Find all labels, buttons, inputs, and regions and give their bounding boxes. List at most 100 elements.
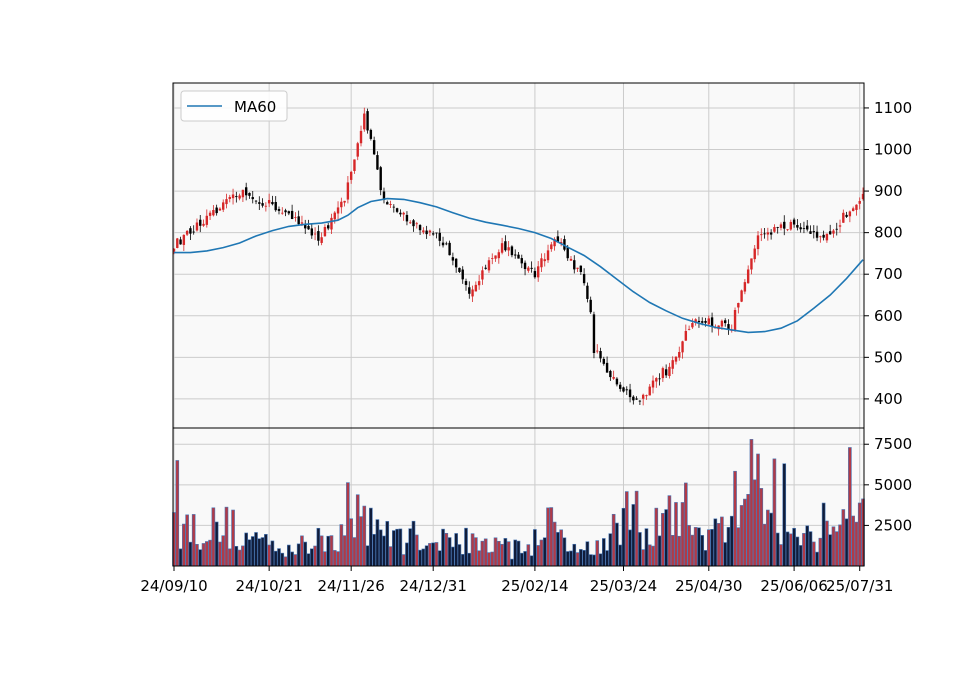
volume-bar	[766, 509, 770, 567]
volume-bar	[779, 544, 783, 567]
volume-bar	[309, 548, 314, 567]
candle-body	[691, 323, 694, 328]
candle-body	[789, 221, 793, 230]
volume-bar	[529, 555, 534, 567]
candle-body	[802, 228, 806, 229]
legend-box	[180, 90, 288, 122]
candle-body	[707, 318, 710, 325]
candle-body	[409, 222, 412, 224]
volume-bar	[851, 515, 855, 567]
volume-bar	[697, 527, 701, 567]
volume-bar	[175, 460, 180, 567]
volume-bar	[805, 525, 810, 567]
volume-bar	[644, 528, 649, 567]
price-tick-label: 700	[874, 265, 903, 283]
candle-body	[356, 143, 359, 157]
volume-bar	[802, 533, 806, 567]
volume-bar	[490, 551, 495, 567]
candle-body	[218, 208, 222, 211]
volume-bar	[483, 538, 488, 567]
candle-body	[500, 243, 504, 253]
candle-body	[504, 241, 507, 251]
candle-body	[766, 232, 770, 235]
volume-bar	[723, 542, 728, 567]
volume-bar	[674, 502, 678, 567]
candle-body	[346, 182, 350, 200]
volume-bar	[710, 529, 714, 567]
volume-bar	[323, 551, 327, 567]
volume-bar	[385, 521, 390, 567]
candle-body	[431, 233, 435, 235]
volume-bar	[854, 521, 859, 567]
candle-body	[550, 244, 553, 250]
volume-bar	[602, 538, 606, 567]
volume-bar	[782, 463, 787, 567]
candle-body	[786, 229, 789, 231]
volume-bar	[339, 524, 344, 567]
candle-body	[359, 130, 363, 144]
volume-bar	[595, 540, 600, 567]
volume-axis: 2500 5000 7500	[864, 435, 912, 534]
candle-body	[415, 223, 418, 225]
candle-body	[848, 211, 852, 217]
candle-body	[625, 389, 628, 391]
date-tick-label: 25/03/24	[590, 577, 657, 595]
candle-body	[294, 217, 297, 218]
volume-bar	[585, 541, 590, 567]
candle-body	[464, 281, 468, 285]
volume-bar	[621, 507, 626, 567]
candle-body	[510, 246, 514, 256]
volume-bar	[283, 556, 288, 567]
volume-bar	[437, 550, 442, 567]
volume-bar	[634, 490, 639, 567]
date-tick-label: 24/11/26	[317, 577, 384, 595]
price-axis: 400 500 600 700 800 900 1000 1100	[864, 99, 912, 408]
candle-body	[851, 208, 855, 212]
candle-body	[773, 227, 776, 232]
volume-bar	[264, 534, 268, 567]
candle-body	[543, 259, 546, 262]
candle-body	[389, 204, 392, 205]
volume-bar	[300, 535, 304, 567]
volume-bar	[546, 507, 550, 567]
candle-body	[619, 384, 622, 389]
volume-bar	[237, 549, 242, 567]
volume-bar	[720, 516, 724, 567]
volume-bar	[811, 541, 816, 567]
volume-bar	[618, 544, 623, 567]
candle-body	[244, 187, 248, 196]
volume-bar	[359, 516, 363, 567]
candle-body	[438, 232, 441, 241]
volume-bar	[244, 532, 248, 567]
candle-body	[323, 226, 327, 237]
candle-body	[799, 227, 802, 230]
volume-tick-label: 5000	[874, 476, 912, 494]
volume-bar	[296, 543, 301, 567]
candle-body	[835, 228, 838, 230]
candle-body	[376, 155, 379, 170]
candle-body	[658, 378, 661, 380]
candle-body	[340, 201, 343, 208]
volume-bar	[280, 552, 285, 567]
volume-panel-frame	[172, 427, 865, 567]
candle-body	[540, 258, 543, 268]
date-tick-label: 25/06/06	[760, 577, 827, 595]
volume-bar	[408, 528, 413, 567]
volume-bar	[857, 502, 862, 567]
candle-body	[208, 212, 212, 216]
candle-body	[222, 202, 225, 210]
volume-bar	[772, 458, 777, 567]
candle-body	[172, 248, 176, 252]
candle-body	[422, 230, 425, 233]
candle-body	[241, 189, 245, 198]
candle-body	[481, 270, 484, 280]
volume-bar	[556, 532, 560, 567]
date-tick-label: 24/09/10	[140, 577, 207, 595]
volume-bar	[185, 514, 189, 567]
volume-bar	[401, 554, 406, 567]
volume-bar	[828, 534, 832, 567]
volume-bar	[460, 554, 465, 567]
volume-bar	[582, 550, 586, 567]
volume-bar	[260, 537, 265, 567]
candle-body	[471, 289, 474, 297]
